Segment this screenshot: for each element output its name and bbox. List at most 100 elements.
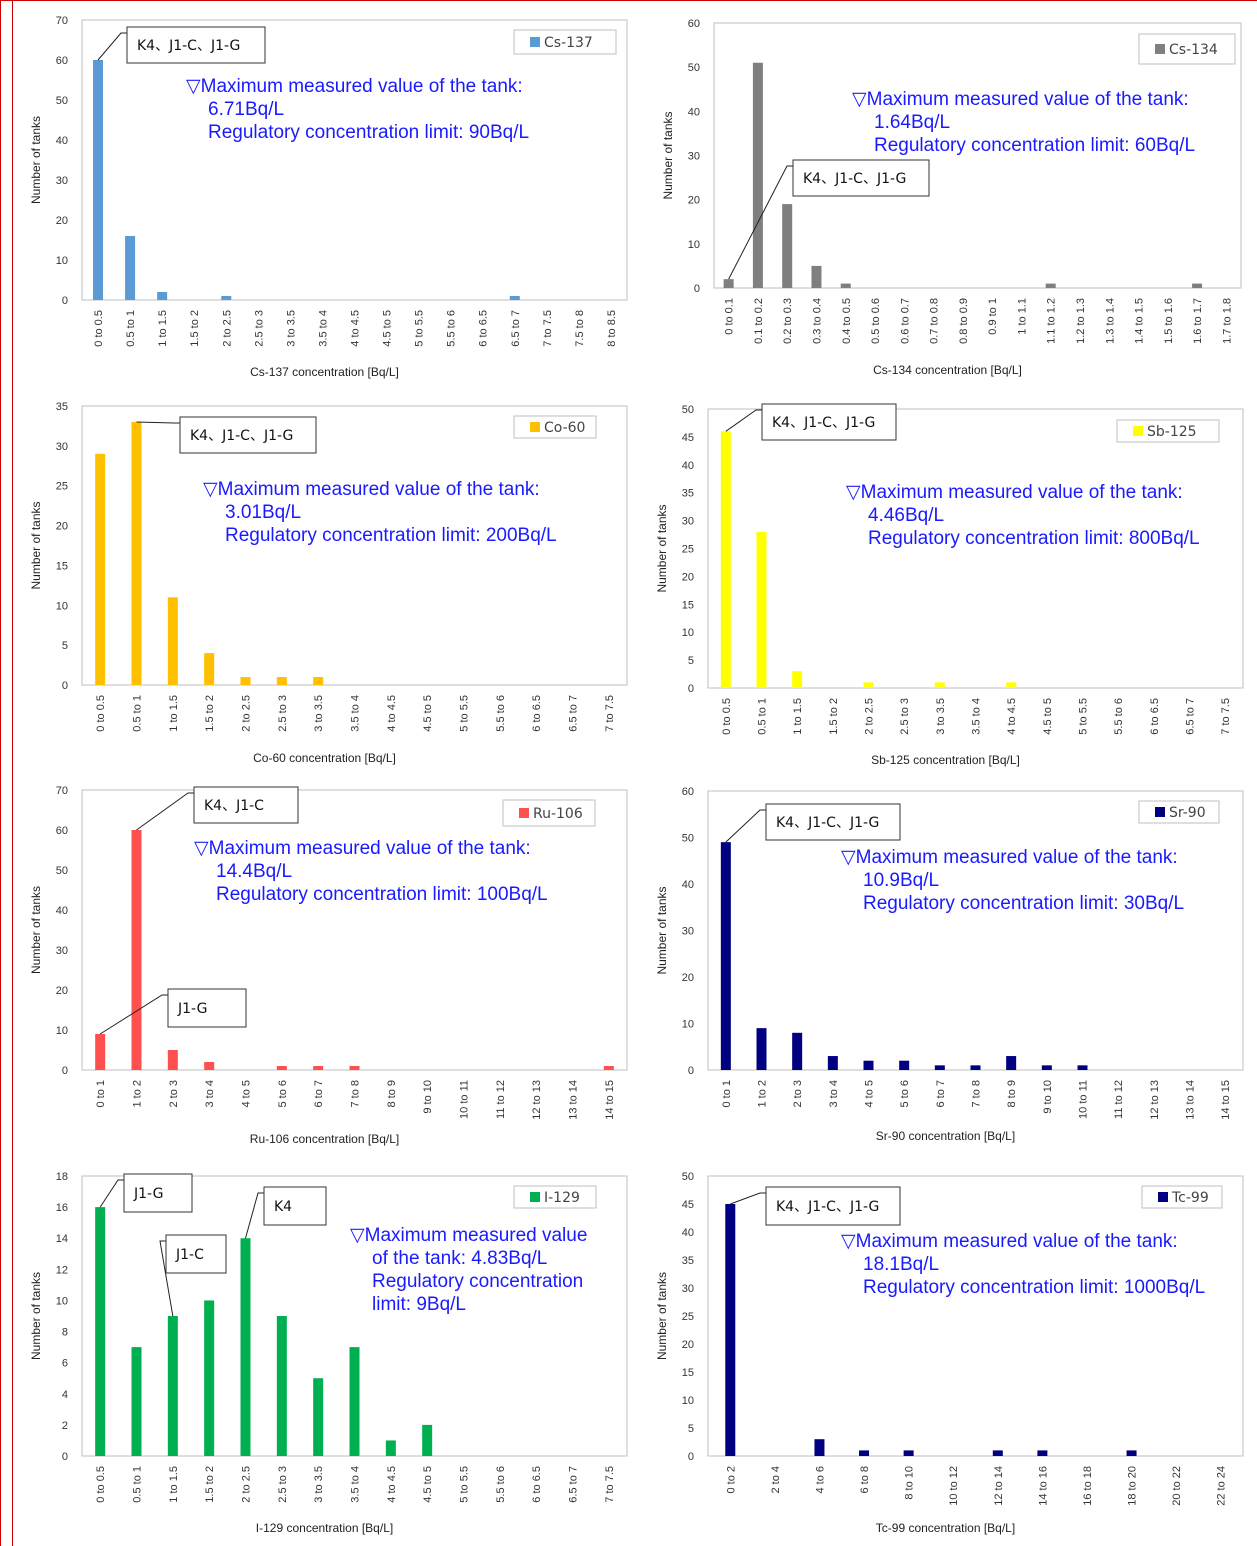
x-tick-label: 7 to 8 [971, 1080, 983, 1108]
x-tick-label: 4.5 to 5 [1042, 698, 1054, 735]
bar [1037, 1450, 1048, 1456]
x-tick-label: 14 to 16 [1037, 1466, 1049, 1506]
y-tick-label: 45 [682, 432, 694, 444]
x-tick-label: 5 to 6 [899, 1080, 911, 1108]
x-tick-label: 2 to 2.5 [241, 1466, 253, 1503]
x-axis-label: Ru-106 concentration [Bq/L] [250, 1132, 399, 1146]
callout-label: K4、J1-C、J1-G [776, 815, 879, 831]
callout-leader [725, 409, 766, 432]
x-tick-label: 5 to 5.5 [459, 1466, 471, 1503]
bar [167, 1316, 178, 1456]
x-axis-label: Sb-125 concentration [Bq/L] [871, 753, 1020, 767]
callout-box [167, 988, 247, 1028]
x-tick-label: 2 to 3 [792, 1080, 804, 1108]
x-tick-label: 1 to 2 [757, 1080, 769, 1108]
callout-box [179, 416, 317, 454]
x-tick-label: 0 to 0.1 [724, 298, 736, 335]
x-tick-label: 4 to 4.5 [1006, 698, 1018, 735]
x-tick-label: 2 to 2.5 [221, 310, 233, 347]
chart-co-60: 0 5 10 15 20 25 30 35 0 to 0.5 0.5 to 1 1 to 1.5 1.… [29, 401, 628, 765]
bar [720, 842, 731, 1070]
y-tick-label: 60 [688, 18, 700, 30]
y-tick-label: 60 [56, 55, 68, 67]
bar [509, 296, 520, 300]
y-tick-label: 14 [56, 1233, 68, 1245]
y-tick-label: 10 [56, 1295, 68, 1307]
y-tick-label: 25 [56, 481, 68, 493]
y-tick-label: 15 [682, 599, 694, 611]
x-tick-label: 14 to 15 [604, 1080, 616, 1120]
x-tick-label: 0.2 to 0.3 [782, 298, 794, 344]
x-tick-label: 0.3 to 0.4 [811, 298, 823, 344]
y-tick-label: 40 [682, 879, 694, 891]
annotation-line: Regulatory concentration [372, 1271, 583, 1292]
bar [1041, 1065, 1052, 1070]
bar [827, 1056, 838, 1070]
x-tick-label: 2 to 4 [770, 1466, 782, 1494]
x-tick-label: 3 to 3.5 [285, 310, 297, 347]
bar [970, 1065, 981, 1070]
callout-box [126, 26, 266, 64]
callout-label: J1-C [175, 1247, 204, 1263]
y-tick-label: 10 [688, 239, 700, 251]
x-tick-label: 2 to 3 [168, 1080, 180, 1108]
bar [756, 1028, 767, 1070]
plot-area [713, 22, 1242, 289]
y-tick-label: 40 [56, 135, 68, 147]
y-tick-label: 50 [682, 1171, 694, 1183]
callout-label: K4、J1-C、J1-G [137, 38, 240, 54]
y-axis-label: Number of tanks [655, 504, 669, 592]
x-tick-label: 3.5 to 4 [350, 695, 362, 732]
x-tick-label: 0 to 0.5 [95, 695, 107, 732]
bar [1045, 283, 1056, 288]
x-tick-label: 6.5 to 7 [510, 310, 522, 347]
y-tick-label: 20 [688, 195, 700, 207]
bar [903, 1450, 914, 1456]
bar [93, 60, 104, 300]
y-tick-label: 35 [56, 401, 68, 413]
x-tick-label: 1 to 2 [132, 1080, 144, 1108]
bar [95, 1207, 106, 1456]
annotation-line: ▽Maximum measured value of the tank: [852, 89, 1189, 110]
y-tick-label: 50 [682, 404, 694, 416]
x-tick-label: 0 to 0.5 [93, 310, 105, 347]
callout-box [761, 403, 897, 441]
chart-tc-99: 0 5 10 15 20 25 30 35 40 45 50 0 to 2 2 to 4 4 to 6 6 … [655, 1171, 1244, 1535]
x-tick-label: 10 to 11 [1078, 1080, 1090, 1119]
bar [204, 653, 215, 685]
annotation-line: ▽Maximum measured value of the tank: [203, 479, 540, 500]
x-tick-label: 7 to 8 [350, 1080, 362, 1108]
x-tick-label: 6 to 7 [313, 1080, 325, 1108]
y-tick-label: 30 [682, 926, 694, 938]
x-tick-label: 11 to 12 [1113, 1080, 1125, 1119]
bar [1192, 283, 1203, 288]
x-tick-label: 8 to 10 [904, 1466, 916, 1500]
legend-box [1141, 1185, 1223, 1209]
x-axis-label: Cs-134 concentration [Bq/L] [873, 363, 1022, 377]
callout-box [765, 803, 901, 841]
x-axis-label: Co-60 concentration [Bq/L] [253, 751, 396, 765]
x-tick-label: 5 to 5.5 [1078, 698, 1090, 735]
bar [934, 1065, 945, 1070]
x-tick-label: 13 to 14 [568, 1080, 580, 1120]
bar [95, 1034, 106, 1070]
annotation-line: ▽Maximum measured value [350, 1225, 587, 1246]
x-tick-label: 6.5 to 7 [568, 695, 580, 732]
annotation-line: ▽Maximum measured value of the tank: [194, 838, 531, 859]
bar [859, 1450, 870, 1456]
y-tick-label: 70 [56, 785, 68, 797]
y-tick-label: 35 [682, 488, 694, 500]
y-axis-label: Number of tanks [655, 886, 669, 974]
y-tick-label: 30 [688, 151, 700, 163]
y-tick-label: 20 [56, 521, 68, 533]
x-tick-label: 3 to 3.5 [313, 695, 325, 732]
bar [723, 279, 734, 288]
y-tick-label: 50 [688, 62, 700, 74]
x-tick-label: 5.5 to 6 [1113, 698, 1125, 735]
x-tick-label: 0.5 to 1 [132, 695, 144, 732]
chart-cs-134: 0 10 20 30 40 50 60 0 to 0.1 0.1 to 0.2 0.2 to 0.… [661, 18, 1242, 377]
callout-label: J1-G [177, 1001, 207, 1017]
x-tick-label: 9 to 10 [422, 1080, 434, 1114]
bar [240, 677, 251, 685]
y-axis-label: Number of tanks [655, 1272, 669, 1360]
